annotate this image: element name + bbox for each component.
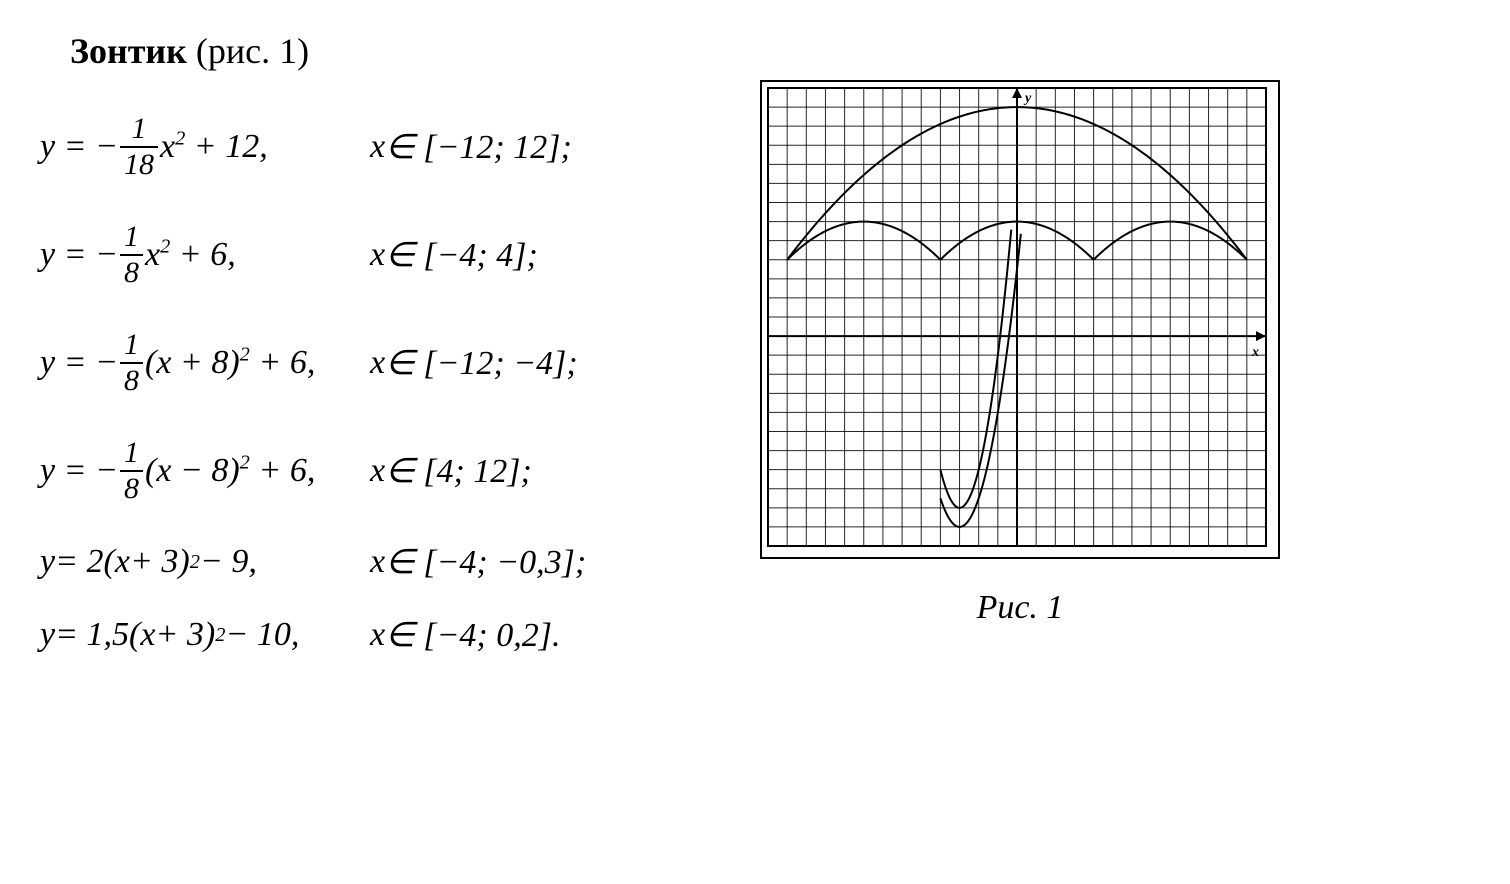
- equation-domain: x ∈ [4; 12];: [370, 451, 532, 491]
- equation-row: y = −18(x − 8)2 + 6,x ∈ [4; 12];: [40, 426, 720, 516]
- figure-caption: Рис. 1: [760, 589, 1280, 627]
- fraction-denominator: 18: [120, 146, 158, 180]
- umbrella-chart: xy: [760, 80, 1280, 559]
- equation-row: y = −118x2 + 12,x ∈ [−12; 12];: [40, 102, 720, 192]
- lhs-post: x2 + 12,: [160, 128, 268, 166]
- equation-lhs: y = 1,5(x + 3)2 − 10,: [40, 616, 370, 654]
- lhs-pre: y = −: [40, 452, 118, 490]
- fraction: 18: [120, 222, 143, 288]
- equation-row: y = 1,5(x + 3)2 − 10,x ∈ [−4; 0,2].: [40, 607, 720, 662]
- svg-text:x: x: [1251, 345, 1259, 360]
- equation-row: y = −18(x + 8)2 + 6,x ∈ [−12; −4];: [40, 318, 720, 408]
- page: Зонтик (рис. 1) y = −118x2 + 12,x ∈ [−12…: [40, 30, 1470, 680]
- fraction-denominator: 8: [120, 254, 143, 288]
- fraction: 18: [120, 438, 143, 504]
- equation-domain: x ∈ [−4; 4];: [370, 235, 538, 275]
- lhs-post: (x + 8)2 + 6,: [145, 344, 315, 382]
- figure-column: xy Рис. 1: [760, 30, 1280, 680]
- equation-list: y = −118x2 + 12,x ∈ [−12; 12];y = −18x2 …: [40, 102, 720, 662]
- equation-domain: x ∈ [−12; 12];: [370, 127, 572, 167]
- chart-svg: xy: [762, 82, 1272, 552]
- equation-domain: x ∈ [−12; −4];: [370, 343, 578, 383]
- title: Зонтик (рис. 1): [40, 30, 720, 72]
- fraction-numerator: 1: [120, 222, 143, 254]
- equation-domain: x ∈ [−4; −0,3];: [370, 542, 586, 582]
- equation-row: y = 2(x + 3)2 − 9,x ∈ [−4; −0,3];: [40, 534, 720, 589]
- fraction-numerator: 1: [120, 330, 143, 362]
- lhs-post: (x − 8)2 + 6,: [145, 452, 315, 490]
- fraction-numerator: 1: [127, 114, 150, 146]
- lhs-pre: y = −: [40, 128, 118, 166]
- fraction-denominator: 8: [120, 362, 143, 396]
- equation-lhs: y = −18x2 + 6,: [40, 222, 370, 288]
- equation-lhs: y = −18(x − 8)2 + 6,: [40, 438, 370, 504]
- fraction-denominator: 8: [120, 470, 143, 504]
- fraction-numerator: 1: [120, 438, 143, 470]
- lhs-pre: y = −: [40, 344, 118, 382]
- equation-lhs: y = 2(x + 3)2 − 9,: [40, 543, 370, 581]
- fraction: 18: [120, 330, 143, 396]
- title-rest: (рис. 1): [187, 31, 309, 71]
- lhs-post: x2 + 6,: [145, 236, 236, 274]
- lhs-pre: y = −: [40, 236, 118, 274]
- svg-text:y: y: [1023, 91, 1032, 106]
- equation-lhs: y = −18(x + 8)2 + 6,: [40, 330, 370, 396]
- equation-domain: x ∈ [−4; 0,2].: [370, 615, 560, 655]
- title-bold: Зонтик: [70, 31, 187, 71]
- equations-column: Зонтик (рис. 1) y = −118x2 + 12,x ∈ [−12…: [40, 30, 720, 680]
- fraction: 118: [120, 114, 158, 180]
- equation-row: y = −18x2 + 6,x ∈ [−4; 4];: [40, 210, 720, 300]
- equation-lhs: y = −118x2 + 12,: [40, 114, 370, 180]
